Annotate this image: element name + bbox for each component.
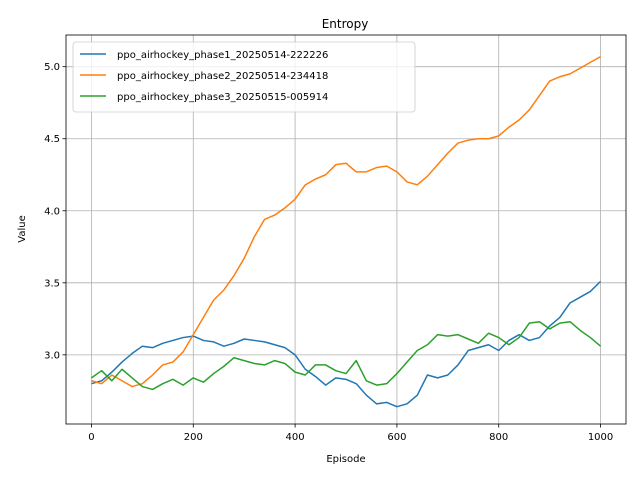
series-lines xyxy=(91,55,602,408)
plot-frame xyxy=(65,34,627,425)
x-tick-label: 400 xyxy=(286,432,305,443)
y-tick-label: 3.5 xyxy=(44,278,60,289)
y-axis-ticks: 3.0 3.5 4.0 4.5 5.0 xyxy=(44,62,66,361)
y-axis-label: Value xyxy=(17,215,28,242)
legend-label-2: ppo_airhockey_phase2_20250514-234418 xyxy=(117,71,328,82)
y-tick-label: 4.5 xyxy=(44,134,60,145)
chart-title: Entropy xyxy=(322,17,369,31)
x-tick-label: 600 xyxy=(387,432,406,443)
series-line-2 xyxy=(91,55,601,388)
y-tick-label: 4.0 xyxy=(44,206,60,217)
series-line-3 xyxy=(91,320,602,391)
legend: ppo_airhockey_phase1_20250514-222226 ppo_… xyxy=(72,41,416,113)
y-tick-label: 3.0 xyxy=(44,350,60,361)
series-line-1 xyxy=(91,280,602,408)
x-tick-label: 0 xyxy=(88,432,94,443)
x-tick-label: 1000 xyxy=(588,432,613,443)
x-tick-label: 800 xyxy=(489,432,508,443)
legend-label-1: ppo_airhockey_phase1_20250514-222226 xyxy=(117,50,328,61)
y-tick-label: 5.0 xyxy=(44,62,60,73)
x-tick-label: 200 xyxy=(184,432,203,443)
legend-box xyxy=(72,41,416,113)
legend-label-3: ppo_airhockey_phase3_20250515-005914 xyxy=(117,92,328,103)
x-axis-label: Episode xyxy=(326,454,365,465)
x-axis-ticks: 0 200 400 600 800 1000 xyxy=(88,424,613,443)
